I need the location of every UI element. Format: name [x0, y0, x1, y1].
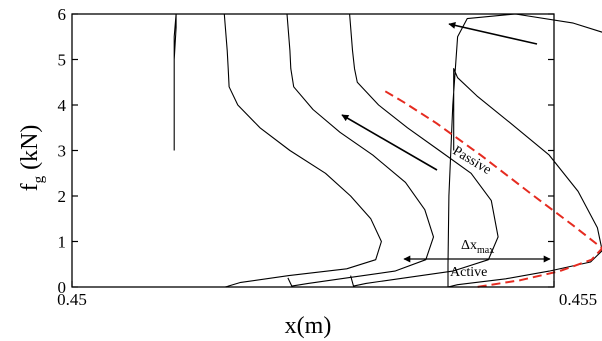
- x-axis-title: x(m): [285, 313, 332, 339]
- y-tick-label: 3: [58, 142, 67, 161]
- series-line-5: [447, 13, 602, 288]
- y-axis-title-unit: (kN): [17, 125, 43, 176]
- y-axis-title: fg (kN): [17, 125, 47, 192]
- arrow-middle: [341, 114, 438, 171]
- annotation-delta-x-sub: max: [477, 245, 494, 256]
- annotation-delta-x: Δxmax: [461, 238, 494, 256]
- x-tick-label-min: 0.45: [57, 290, 87, 309]
- fit-curve-dashed: [384, 90, 602, 288]
- y-tick-label: 4: [58, 96, 67, 115]
- series-line-2: [223, 13, 382, 288]
- series-line-3: [286, 13, 435, 287]
- x-tick-label-max: 0.455: [559, 290, 597, 309]
- y-tick-label: 6: [58, 5, 67, 24]
- ticks-layer: 0 1 2 3 4 5 6: [58, 5, 555, 297]
- y-axis-title-main: f: [17, 183, 43, 191]
- arrow-top-right: [448, 21, 538, 45]
- series-line-4: [349, 13, 499, 287]
- annotation-active: Active: [450, 265, 487, 280]
- y-tick-label: 0: [58, 278, 67, 297]
- series-layer: [173, 13, 602, 288]
- y-tick-label: 1: [58, 233, 67, 252]
- y-tick-label: 2: [58, 187, 67, 206]
- series-line-1: [173, 13, 177, 151]
- annotation-delta-x-main: Δx: [461, 238, 477, 253]
- y-tick-label: 5: [58, 51, 67, 70]
- y-axis-title-sub: g: [31, 175, 47, 183]
